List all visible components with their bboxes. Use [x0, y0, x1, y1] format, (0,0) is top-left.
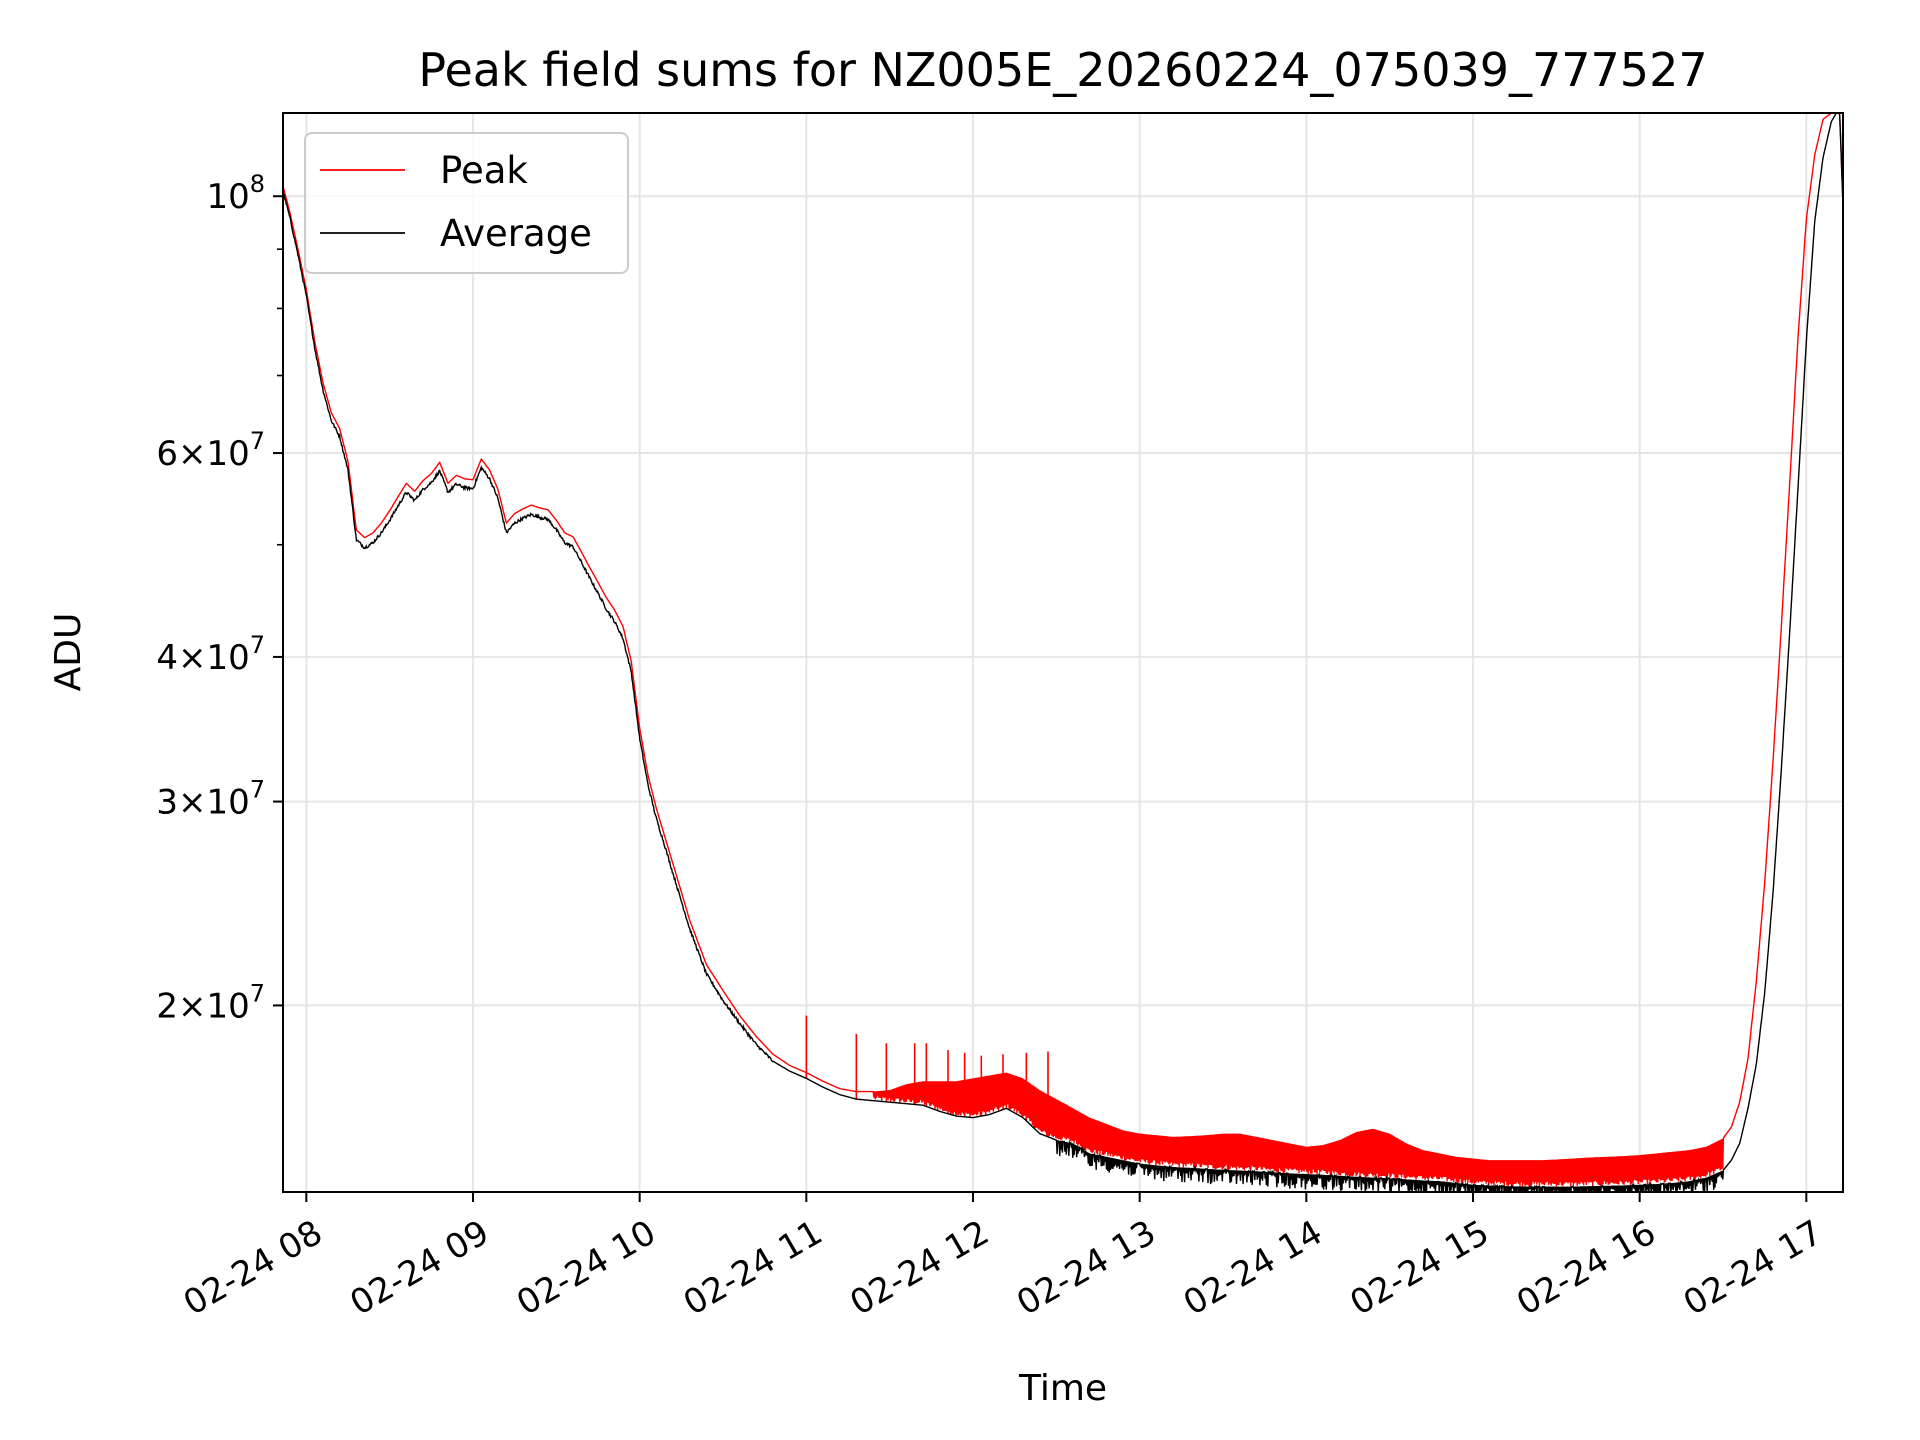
- y-axis-label: ADU: [48, 613, 89, 692]
- data-layer: [283, 113, 1843, 1192]
- legend-box: [304, 132, 629, 274]
- y-tick-label: 2×107: [156, 979, 265, 1026]
- plot-frame: [282, 112, 1844, 1193]
- average-series-line: [283, 113, 1843, 1192]
- plot-area: [283, 113, 1843, 1192]
- legend-average-label: Average: [440, 212, 592, 255]
- peak-series-line: [283, 113, 1843, 1187]
- chart-title: Peak field sums for NZ005E_20260224_0750…: [418, 43, 1707, 97]
- y-tick-label: 4×107: [156, 631, 265, 678]
- grid-layer: [283, 113, 1843, 1192]
- legend: Peak Average: [304, 132, 629, 274]
- legend-peak-label: Peak: [440, 149, 528, 192]
- y-tick-label: 108: [206, 170, 265, 217]
- x-axis-label: Time: [1018, 1368, 1107, 1409]
- y-tick-label: 3×107: [156, 776, 265, 823]
- y-tick-label: 6×107: [156, 427, 265, 474]
